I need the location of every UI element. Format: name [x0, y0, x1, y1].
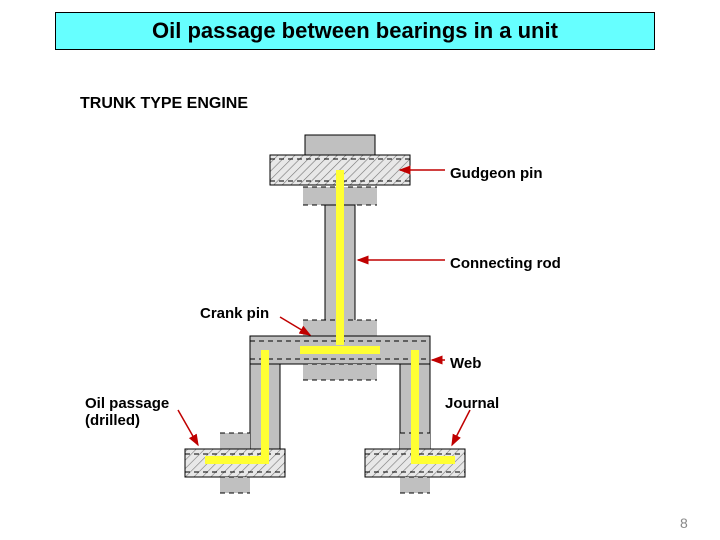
subtitle: TRUNK TYPE ENGINE: [80, 95, 248, 113]
label-crank-pin: Crank pin: [200, 305, 269, 322]
label-gudgeon-pin: Gudgeon pin: [450, 165, 542, 182]
diagram-svg: [0, 0, 720, 540]
page-number: 8: [680, 515, 688, 531]
label-web: Web: [450, 355, 481, 372]
label-journal: Journal: [445, 395, 499, 412]
title-text: Oil passage between bearings in a unit: [152, 18, 558, 44]
title-bar: Oil passage between bearings in a unit: [55, 12, 655, 50]
label-oil-passage: Oil passage (drilled): [85, 395, 169, 429]
label-connecting-rod: Connecting rod: [450, 255, 561, 272]
